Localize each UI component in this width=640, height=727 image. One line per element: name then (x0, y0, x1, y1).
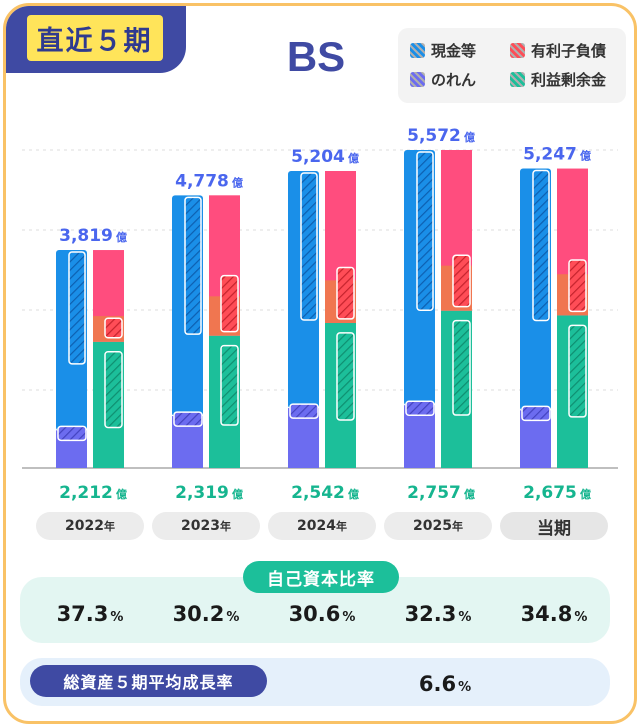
equity-label: 2,319 (175, 483, 229, 503)
bar-retained-hatch (104, 351, 123, 429)
total-assets-unit: 億 (232, 175, 243, 189)
equity-label: 2,757 (407, 483, 461, 503)
equity-ratio-value: 30.6% (267, 602, 377, 626)
chart-title: BS (286, 33, 346, 80)
equity-label: 2,675 (523, 483, 577, 503)
year-label: 2023 (181, 518, 220, 534)
bar-retained-hatch (220, 344, 239, 426)
total-assets-unit: 億 (580, 149, 591, 163)
ratio-number: 32.3 (404, 602, 457, 626)
legend-label-retained: 利益剰余金 (531, 71, 607, 89)
ratio-number: 34.8 (520, 602, 573, 626)
equity-ratio-title: 自己資本比率 (243, 561, 399, 593)
bar-cash-hatch (416, 151, 434, 311)
bar-goodwill-hatch (173, 411, 203, 427)
bar-cash-hatch (184, 196, 202, 335)
total-assets-label: 5,204 (291, 147, 345, 167)
year-pill-2023: 2023 年 (152, 512, 260, 540)
year-label: 2025 (413, 518, 452, 534)
bar-debt-hatch (452, 254, 471, 308)
equity-unit: 億 (580, 487, 591, 501)
ratio-number: 30.6 (288, 602, 341, 626)
ratio-unit: % (458, 610, 472, 625)
bar-retained-hatch (336, 332, 355, 421)
bar-debt-hatch (568, 259, 587, 313)
bar-retained-hatch (452, 319, 471, 416)
year-suffix: 年 (103, 520, 115, 533)
legend-item-goodwill: のれん (410, 69, 476, 90)
legend: 現金等 有利子負債 のれん 利益剰余金 (398, 28, 626, 103)
period-badge-label: 直近５期 (26, 15, 163, 61)
year-suffix: 年 (335, 520, 347, 533)
year-suffix: 年 (219, 520, 231, 533)
legend-item-debt: 有利子負債 (510, 40, 606, 61)
total-assets-label: 5,247 (523, 145, 577, 165)
year-label: 2024 (297, 518, 336, 534)
total-assets-unit: 億 (464, 130, 475, 144)
bar-cash-hatch (68, 251, 86, 365)
period-badge: 直近５期 (6, 6, 186, 73)
bar-cash-hatch (300, 172, 318, 321)
equity-unit: 億 (116, 487, 127, 501)
bar-goodwill-hatch (405, 400, 435, 416)
equity-unit: 億 (464, 487, 475, 501)
equity-ratio-value: 30.2% (151, 602, 261, 626)
ratio-unit: % (574, 610, 588, 625)
bars (56, 150, 588, 468)
bar-debt-hatch (220, 274, 239, 333)
growth-unit: % (458, 680, 472, 695)
bar-goodwill-hatch (289, 403, 319, 419)
bar-goodwill-hatch (521, 405, 551, 422)
legend-swatch-cash (410, 43, 425, 58)
total-assets-unit: 億 (348, 151, 359, 165)
bar-goodwill-hatch (57, 425, 87, 442)
bs-chart: 3,819 億2,212 億4,778 億2,319 億5,204 億2,542 億5,57… (22, 126, 618, 503)
legend-item-cash: 現金等 (410, 40, 476, 61)
legend-label-cash: 現金等 (431, 42, 477, 60)
bar-cash-hatch (532, 169, 550, 322)
equity-ratio-value: 34.8% (499, 602, 609, 626)
growth-value: 6.6% (390, 672, 500, 696)
legend-swatch-goodwill (410, 72, 425, 87)
total-assets-label: 3,819 (59, 226, 113, 246)
equity-ratio-value: 37.3% (35, 602, 145, 626)
year-pill-current: 当期 (500, 512, 608, 540)
bar-debt-hatch (104, 317, 123, 339)
legend-swatch-retained (510, 72, 525, 87)
value-labels: 3,819 億2,212 億4,778 億2,319 億5,204 億2,542 億5,57… (59, 126, 591, 503)
ratio-unit: % (226, 610, 240, 625)
total-assets-label: 4,778 (175, 171, 229, 191)
year-pill-2022: 2022 年 (36, 512, 144, 540)
equity-label: 2,212 (59, 483, 113, 503)
growth-title: 総資産５期平均成長率 (30, 665, 267, 697)
legend-label-goodwill: のれん (431, 71, 477, 89)
year-label: 2022 (65, 518, 104, 534)
ratio-number: 30.2 (172, 602, 225, 626)
growth-number: 6.6 (418, 672, 457, 696)
legend-swatch-debt (510, 43, 525, 58)
equity-label: 2,542 (291, 483, 345, 503)
ratio-unit: % (110, 610, 124, 625)
legend-label-debt: 有利子負債 (531, 42, 607, 60)
equity-unit: 億 (232, 487, 243, 501)
legend-item-retained: 利益剰余金 (510, 69, 606, 90)
ratio-unit: % (342, 610, 356, 625)
year-label: 当期 (537, 518, 571, 539)
total-assets-unit: 億 (116, 230, 127, 244)
year-pill-2024: 2024 年 (268, 512, 376, 540)
year-suffix: 年 (451, 520, 463, 533)
equity-ratio-value: 32.3% (383, 602, 493, 626)
ratio-number: 37.3 (56, 602, 109, 626)
total-assets-label: 5,572 (407, 126, 461, 146)
year-pill-2025: 2025 年 (384, 512, 492, 540)
bar-debt-hatch (336, 266, 355, 320)
bar-retained-hatch (568, 324, 587, 418)
equity-unit: 億 (348, 487, 359, 501)
